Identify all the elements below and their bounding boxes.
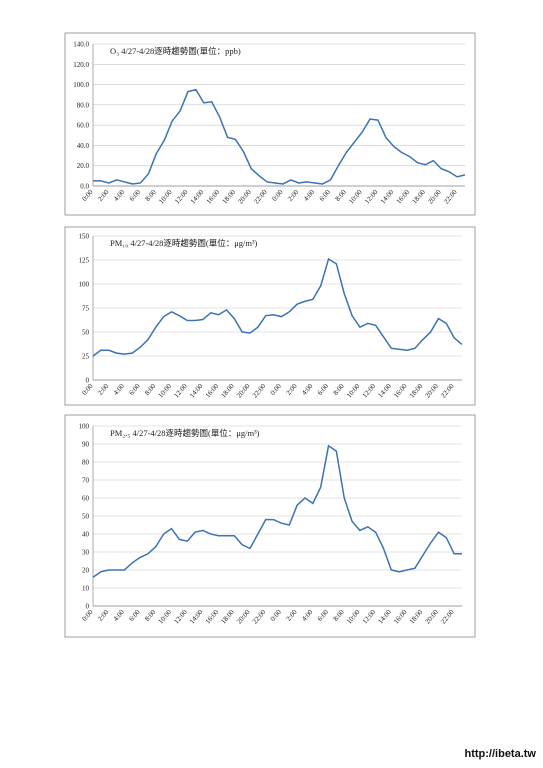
y-tick-label: 25	[82, 353, 90, 361]
y-tick-label: 20	[82, 567, 90, 575]
y-tick-label: 100	[79, 281, 90, 289]
chart-frame	[64, 414, 476, 638]
chart-title: PM₂.₅ 4/27-4/28逐時趨勢圖(單位：μg/m³)	[110, 428, 260, 438]
chart-frame	[64, 226, 476, 406]
y-tick-label: 50	[82, 329, 90, 337]
y-tick-label: 60	[82, 495, 90, 503]
y-tick-label: 75	[82, 305, 90, 313]
chart-title: PM₁₀ 4/27-4/28逐時趨勢圖(單位：μg/m³)	[110, 238, 258, 248]
data-line	[92, 257, 463, 357]
y-tick-label: 125	[79, 257, 90, 265]
y-tick-label: 50	[82, 513, 90, 521]
y-tick-label: 120.0	[73, 61, 89, 69]
chart-frame	[64, 32, 476, 216]
y-tick-label: 10	[82, 585, 90, 593]
y-tick-label: 0	[86, 377, 90, 385]
y-tick-label: 100	[79, 423, 90, 431]
y-tick-label: 80.0	[77, 101, 90, 109]
y-tick-label: 70	[82, 477, 90, 485]
y-tick-label: 100.0	[73, 81, 89, 89]
data-line	[93, 88, 466, 185]
y-tick-label: 0.0	[80, 183, 89, 191]
y-tick-label: 90	[82, 441, 90, 449]
y-tick-label: 150	[79, 233, 90, 241]
y-tick-label: 60.0	[77, 122, 90, 130]
y-tick-label: 20.0	[77, 162, 90, 170]
data-line	[92, 444, 462, 578]
chart-title: O₃ 4/27-4/28逐時趨勢圖(單位：ppb)	[110, 46, 241, 56]
y-tick-label: 40.0	[77, 142, 90, 150]
watermark: http://ibeta.tw	[465, 748, 537, 760]
y-tick-label: 40	[82, 531, 90, 539]
y-tick-label: 80	[82, 459, 90, 467]
y-tick-label: 30	[82, 549, 90, 557]
y-tick-label: 140.0	[73, 41, 89, 49]
y-tick-label: 0	[86, 603, 90, 611]
